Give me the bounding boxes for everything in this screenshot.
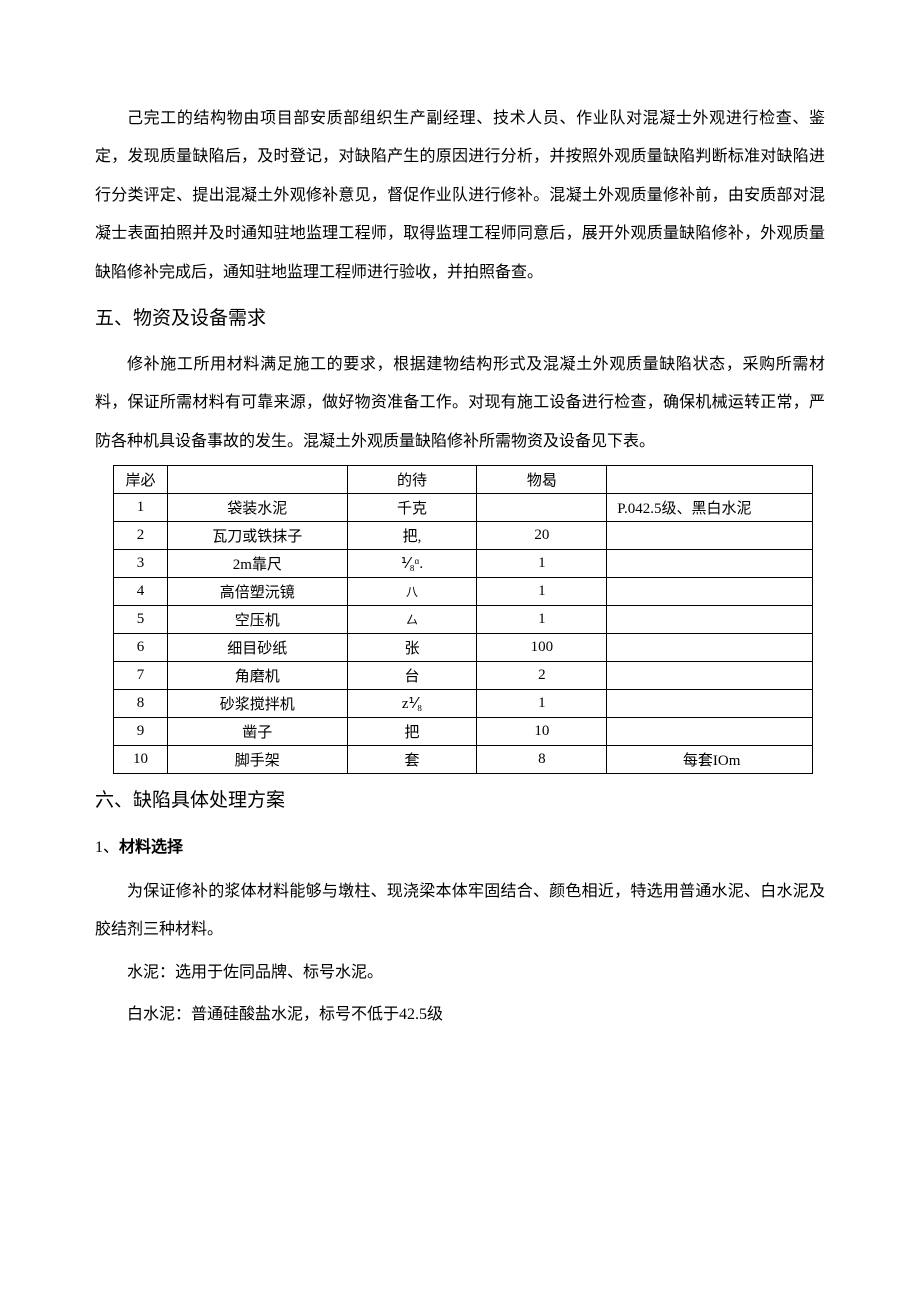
heading-section-6: 六、缺陷具体处理方案 — [95, 780, 825, 822]
cell-name: 角磨机 — [167, 661, 347, 689]
cell-seq: 1 — [114, 493, 168, 521]
table-row: 9凿子把10 — [114, 717, 813, 745]
table-row: 10脚手架套8每套IOm — [114, 745, 813, 773]
cell-name: 袋装水泥 — [167, 493, 347, 521]
cell-name: 砂浆搅拌机 — [167, 689, 347, 717]
th-qty: 物曷 — [477, 465, 607, 493]
cell-unit: 张 — [347, 633, 477, 661]
cell-note — [607, 605, 813, 633]
cell-seq: 4 — [114, 577, 168, 605]
th-note — [607, 465, 813, 493]
cell-unit: 套 — [347, 745, 477, 773]
cell-qty: 1 — [477, 549, 607, 577]
cell-name: 空压机 — [167, 605, 347, 633]
cell-seq: 10 — [114, 745, 168, 773]
cell-name: 2m靠尺 — [167, 549, 347, 577]
cell-unit: ⅟₈ᵅ. — [347, 549, 477, 577]
cell-seq: 7 — [114, 661, 168, 689]
cell-seq: 3 — [114, 549, 168, 577]
cell-qty: 20 — [477, 521, 607, 549]
table-row: 1袋装水泥千克 P.042.5级、黑白水泥 — [114, 493, 813, 521]
cell-unit: 八 — [347, 577, 477, 605]
cell-qty: 1 — [477, 689, 607, 717]
paragraph-2: 修补施工所用材料满足施工的要求，根据建物结构形式及混凝土外观质量缺陷状态，采购所… — [95, 346, 825, 461]
cell-name: 凿子 — [167, 717, 347, 745]
cell-note: P.042.5级、黑白水泥 — [607, 493, 813, 521]
cell-seq: 9 — [114, 717, 168, 745]
cell-note — [607, 661, 813, 689]
table-row: 32m靠尺⅟₈ᵅ.1 — [114, 549, 813, 577]
cell-qty — [477, 493, 607, 521]
cell-qty: 1 — [477, 577, 607, 605]
cell-qty: 10 — [477, 717, 607, 745]
cell-unit: 台 — [347, 661, 477, 689]
cell-seq: 6 — [114, 633, 168, 661]
cell-name: 脚手架 — [167, 745, 347, 773]
cell-unit: 把, — [347, 521, 477, 549]
cell-qty: 100 — [477, 633, 607, 661]
cell-seq: 2 — [114, 521, 168, 549]
table-row: 8砂浆搅拌机z⅟₈1 — [114, 689, 813, 717]
cell-unit: 把 — [347, 717, 477, 745]
h3-title: 材料选择 — [119, 839, 183, 856]
table-header-row: 岸必 的待 物曷 — [114, 465, 813, 493]
cell-note — [607, 717, 813, 745]
cell-note: 每套IOm — [607, 745, 813, 773]
cell-name: 高倍塑沅镜 — [167, 577, 347, 605]
cell-note — [607, 549, 813, 577]
paragraph-3: 为保证修补的浆体材料能够与墩柱、现浇梁本体牢固结合、颜色相近，特选用普通水泥、白… — [95, 873, 825, 950]
materials-table: 岸必 的待 物曷 1袋装水泥千克P.042.5级、黑白水泥2瓦刀或铁抹子把,20… — [113, 465, 813, 774]
table-row: 4高倍塑沅镜八1 — [114, 577, 813, 605]
cell-qty: 8 — [477, 745, 607, 773]
cell-note — [607, 689, 813, 717]
cell-note — [607, 521, 813, 549]
th-seq: 岸必 — [114, 465, 168, 493]
cell-seq: 5 — [114, 605, 168, 633]
heading-6-1: 1、材料选择 — [95, 830, 825, 865]
cell-unit: z⅟₈ — [347, 689, 477, 717]
table-row: 2瓦刀或铁抹子把,20 — [114, 521, 813, 549]
cell-name: 瓦刀或铁抹子 — [167, 521, 347, 549]
paragraph-5: 白水泥：普通硅酸盐水泥，标号不低于42.5级 — [95, 996, 825, 1034]
cell-note — [607, 577, 813, 605]
paragraph-4: 水泥：选用于佐同品牌、标号水泥。 — [95, 954, 825, 992]
cell-qty: 1 — [477, 605, 607, 633]
th-name — [167, 465, 347, 493]
table-row: 5空压机厶1 — [114, 605, 813, 633]
table-row: 6细目砂纸张100 — [114, 633, 813, 661]
paragraph-1: 己完工的结构物由项目部安质部组织生产副经理、技术人员、作业队对混凝士外观进行检查… — [95, 100, 825, 292]
cell-name: 细目砂纸 — [167, 633, 347, 661]
table-row: 7角磨机台2 — [114, 661, 813, 689]
heading-section-5: 五、物资及设备需求 — [95, 298, 825, 340]
cell-note — [607, 633, 813, 661]
cell-unit: 千克 — [347, 493, 477, 521]
th-unit: 的待 — [347, 465, 477, 493]
cell-seq: 8 — [114, 689, 168, 717]
cell-unit: 厶 — [347, 605, 477, 633]
cell-qty: 2 — [477, 661, 607, 689]
h3-prefix: 1、 — [95, 839, 119, 856]
